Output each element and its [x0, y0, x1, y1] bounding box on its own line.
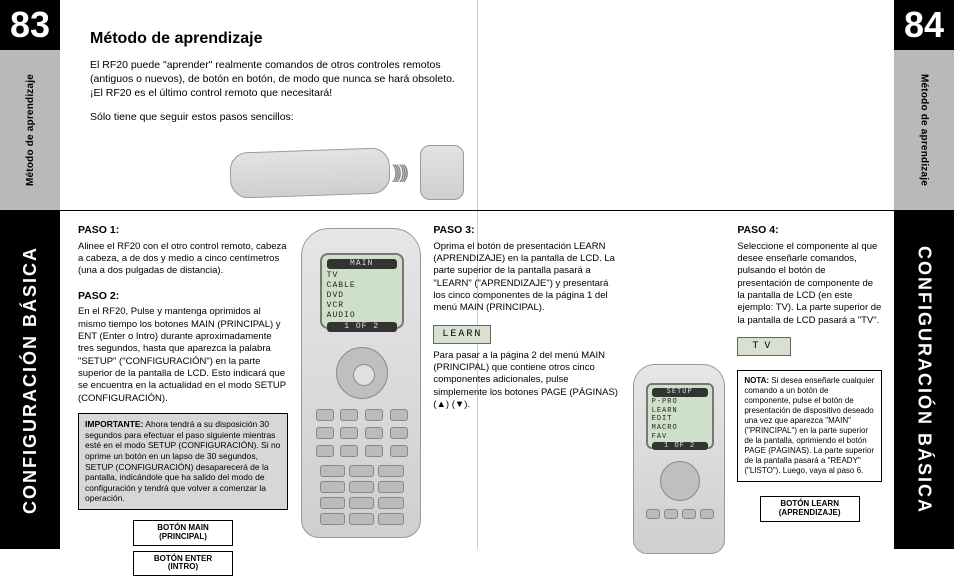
- page-number-left: 83: [0, 0, 60, 50]
- step3-heading: PASO 3:: [433, 224, 620, 238]
- lcd-footer-setup: 1 OF 2: [652, 442, 708, 451]
- remote-numpad: [320, 465, 404, 525]
- lcd-footer-main: 1 OF 2: [327, 322, 397, 332]
- remote-small-illustration: SETUP P-PRO LEARN EDIT MACRO FAV 1 OF 2: [633, 364, 725, 554]
- label-main-button: BOTÓN MAIN (PRINCIPAL): [133, 520, 233, 546]
- side-tab-topic-label: Método de aprendizaje: [25, 74, 36, 186]
- step2-text: En el RF20, Pulse y mantenga oprimidos a…: [78, 306, 288, 405]
- side-tab-topic-left: Método de aprendizaje: [0, 50, 60, 210]
- lcd-lines-setup: P-PRO LEARN EDIT MACRO FAV: [652, 398, 708, 442]
- steps-section: PASO 1: Alinee el RF20 con el otro contr…: [60, 210, 894, 549]
- note-lead: NOTA:: [744, 376, 769, 385]
- step1-text: Alinee el RF20 con el otro control remot…: [78, 241, 288, 278]
- step3-text-1: Oprima el botón de presentación LEARN (A…: [433, 241, 620, 315]
- remote-illustration-horizontal: [229, 147, 391, 199]
- remote-button-row: [316, 427, 408, 439]
- remote-illustration-small: [420, 145, 464, 200]
- lcd-chip-learn: LEARN: [433, 325, 491, 344]
- remote-dpad: [660, 461, 700, 501]
- step1-heading: PASO 1:: [78, 224, 288, 238]
- intro-sub: Sólo tiene que seguir estos pasos sencil…: [90, 111, 470, 123]
- important-text: Ahora tendrá a su disposición 30 segundo…: [85, 419, 280, 503]
- remote-large-lcd: MAIN TV CABLE DVD VCR AUDIO 1 OF 2: [320, 253, 404, 329]
- side-tab-topic-right: Método de aprendizaje: [894, 50, 954, 210]
- intro-body: El RF20 puede "aprender" realmente coman…: [90, 58, 470, 101]
- step4-heading: PASO 4:: [737, 224, 882, 238]
- remote-button-row: [316, 409, 408, 421]
- lcd-lines-main: TV CABLE DVD VCR AUDIO: [327, 271, 397, 321]
- lcd-header-setup: SETUP: [652, 388, 708, 397]
- side-tab-section-label: CONFIGURACIÓN BÁSICA: [20, 246, 41, 514]
- side-tab-topic-label: Método de aprendizaje: [919, 74, 930, 186]
- label-enter-button: BOTÓN ENTER (INTRO): [133, 551, 233, 576]
- column-remote-big: MAIN TV CABLE DVD VCR AUDIO 1 OF 2: [300, 224, 421, 549]
- side-tab-section-label: CONFIGURACIÓN BÁSICA: [914, 246, 935, 514]
- note-callout: NOTA: Si desea enseñarle cualquier coman…: [737, 370, 882, 482]
- important-lead: IMPORTANTE:: [85, 419, 143, 429]
- remote-small-lcd: SETUP P-PRO LEARN EDIT MACRO FAV 1 OF 2: [646, 383, 714, 449]
- note-text: Si desea enseñarle cualquier comando a u…: [744, 376, 874, 475]
- step3-text-2: Para pasar a la página 2 del menú MAIN (…: [433, 350, 620, 412]
- remote-dpad: [336, 347, 388, 399]
- lcd-chip-tv: TV: [737, 337, 791, 356]
- intro-title: Método de aprendizaje: [90, 30, 874, 48]
- lcd-header-main: MAIN: [327, 259, 397, 269]
- remote-large-illustration: MAIN TV CABLE DVD VCR AUDIO 1 OF 2: [301, 228, 421, 538]
- side-tab-section-right: CONFIGURACIÓN BÁSICA: [894, 210, 954, 549]
- column-step-3: PASO 3: Oprima el botón de presentación …: [433, 224, 620, 549]
- ir-waves-icon: ))) ))): [392, 162, 405, 183]
- column-remote-small: SETUP P-PRO LEARN EDIT MACRO FAV 1 OF 2: [632, 224, 725, 549]
- column-steps-1-2: PASO 1: Alinee el RF20 con el otro contr…: [78, 224, 288, 549]
- label-learn-button: BOTÓN LEARN (APRENDIZAJE): [760, 496, 860, 522]
- intro-section: Método de aprendizaje El RF20 puede "apr…: [60, 0, 894, 210]
- page-number-right: 84: [894, 0, 954, 50]
- remote-button-row: [646, 509, 714, 519]
- remote-button-row: [316, 445, 408, 457]
- column-step-4: PASO 4: Seleccione el componente al que …: [737, 224, 882, 549]
- side-tab-section-left: CONFIGURACIÓN BÁSICA: [0, 210, 60, 549]
- step2-heading: PASO 2:: [78, 290, 288, 304]
- important-callout: IMPORTANTE: Ahora tendrá a su disposició…: [78, 413, 288, 510]
- step4-text: Seleccione el componente al que desee en…: [737, 241, 882, 327]
